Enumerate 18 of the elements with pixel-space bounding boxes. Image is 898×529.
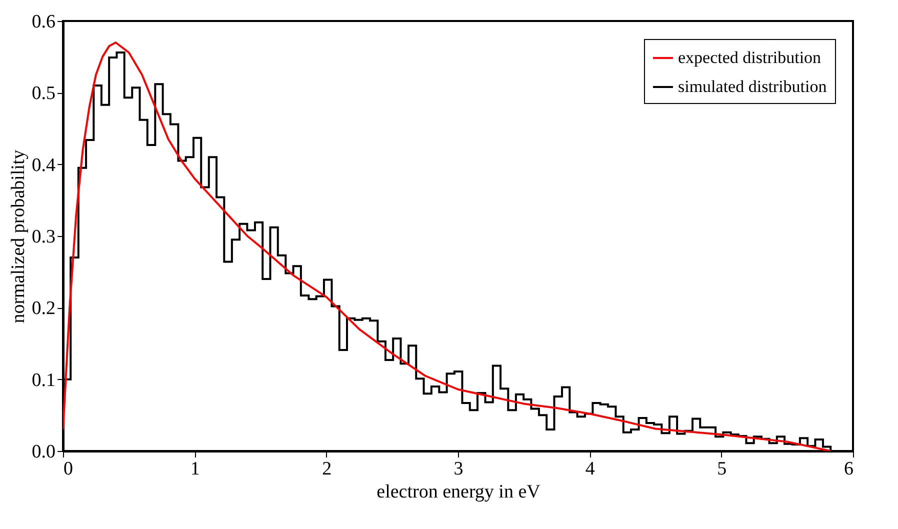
x-tick-label: 2 <box>322 458 332 480</box>
x-tick-label: 1 <box>190 458 200 480</box>
x-axis-title: electron energy in eV <box>376 482 541 502</box>
y-axis-title: normalized probability <box>8 149 29 324</box>
x-tick-label: 0 <box>64 458 73 480</box>
y-tick-label: 0.0 <box>32 442 56 462</box>
y-tick-label: 0.1 <box>32 370 56 391</box>
x-tick-label: 4 <box>585 458 596 480</box>
x-tick-label: 3 <box>454 458 464 480</box>
y-tick-label: 0.4 <box>32 154 56 176</box>
x-tick-label: 5 <box>717 458 727 480</box>
y-tick-label: 0.2 <box>32 298 56 320</box>
x-tick-label: 6 <box>844 458 854 480</box>
y-tick-label: 0.6 <box>32 12 56 32</box>
legend-label: expected distribution <box>678 48 822 67</box>
y-tick-label: 0.3 <box>32 226 56 248</box>
y-tick-label: 0.5 <box>32 83 56 104</box>
legend-label: simulated distribution <box>678 77 828 96</box>
